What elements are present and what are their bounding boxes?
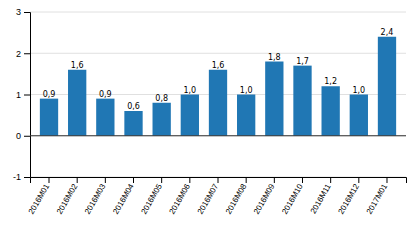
y-tick-mark (24, 95, 30, 96)
x-tick: 2016M01 (27, 177, 52, 216)
x-tick: 2016M07 (196, 177, 221, 216)
x-axis: 2016M012016M022016M032016M042016M052016M… (27, 177, 407, 216)
x-tick: 2016M03 (83, 177, 108, 216)
y-tick: -1 (13, 172, 30, 182)
x-tick-label: 2016M07 (196, 182, 221, 216)
y-tick: 3 (16, 7, 30, 17)
x-tick-label: 2016M04 (111, 182, 136, 216)
x-tick-label: 2016M01 (27, 182, 52, 216)
x-tick-label: 2016M08 (224, 182, 249, 216)
x-tick-mark (246, 177, 247, 183)
x-tick: 2016M02 (55, 177, 80, 216)
x-tick-mark (358, 177, 359, 183)
bar (350, 95, 368, 136)
zero-line (30, 135, 406, 136)
x-tick-label: 2016M10 (280, 182, 305, 216)
y-axis: -1 0 1 2 3 (13, 7, 31, 182)
x-tick-label: 2016M09 (252, 182, 277, 216)
data-label: 0,9 (99, 90, 112, 99)
data-label: 1,7 (296, 57, 309, 66)
data-label: 0,9 (43, 90, 56, 99)
x-tick: 2016M05 (139, 177, 164, 216)
y-tick-label: 0 (16, 131, 21, 141)
x-tick: 2016M12 (337, 177, 362, 216)
y-axis-line (24, 13, 31, 178)
x-tick: 2016M06 (168, 177, 193, 216)
data-label: 2,4 (381, 28, 394, 37)
bars (40, 37, 396, 136)
bar (68, 70, 86, 136)
grid-line (30, 53, 406, 54)
y-tick-mark (24, 53, 30, 54)
x-tick-mark (105, 177, 106, 183)
x-tick-mark (161, 177, 162, 183)
y-tick-label: -1 (13, 172, 21, 182)
y-tick-label: 3 (16, 7, 21, 17)
plot: -101232016M012016M022016M032016M042016M0… (13, 7, 407, 215)
data-label: 0,6 (127, 102, 140, 111)
x-tick: 2017M01 (365, 177, 390, 216)
x-tick-mark (189, 177, 190, 183)
x-tick-mark (133, 177, 134, 183)
x-tick-label: 2016M11 (309, 182, 333, 215)
x-tick: 2016M08 (224, 177, 249, 216)
data-label: 1,2 (324, 77, 337, 86)
bar (265, 62, 283, 136)
bar (153, 103, 171, 136)
grid-line (30, 135, 406, 136)
x-tick-mark (274, 177, 275, 183)
data-label: 1,6 (71, 61, 84, 70)
x-tick: 2016M11 (309, 177, 333, 215)
data-label: 1,0 (183, 86, 196, 95)
x-tick-label: 2016M03 (83, 182, 108, 216)
data-label: 0,8 (155, 94, 168, 103)
bar (293, 66, 311, 136)
x-tick-label: 2016M12 (337, 182, 362, 216)
x-tick-mark (49, 177, 50, 183)
y-tick: 2 (16, 49, 30, 59)
bar (322, 86, 340, 136)
x-tick-mark (218, 177, 219, 183)
x-tick-label: 2017M01 (365, 182, 390, 216)
x-tick-mark (386, 177, 387, 183)
x-tick: 2016M04 (111, 177, 136, 216)
x-tick: 2016M09 (252, 177, 277, 216)
bar (181, 95, 199, 136)
x-tick: 2016M10 (280, 177, 305, 216)
x-tick-label: 2016M02 (55, 182, 80, 216)
y-tick-mark (24, 12, 30, 13)
bar (237, 95, 255, 136)
bar (124, 111, 142, 136)
x-axis-line (31, 178, 407, 184)
y-tick: 0 (16, 131, 30, 141)
x-tick-label: 2016M06 (168, 182, 193, 216)
grid (30, 12, 406, 177)
y-tick-label: 2 (16, 49, 21, 59)
bar (378, 37, 396, 136)
bar (209, 70, 227, 136)
grid-line (30, 12, 406, 13)
data-labels: 0,9 1,6 0,9 0,6 0,8 1,0 1,6 1,0 1,8 1,7 1,2 1,0 2,4 (43, 28, 394, 111)
x-tick-mark (302, 177, 303, 183)
data-label: 1,0 (240, 86, 253, 95)
y-tick-mark (24, 177, 30, 178)
data-label: 1,6 (212, 61, 225, 70)
x-tick-mark (77, 177, 78, 183)
x-tick-label: 2016M05 (139, 182, 164, 216)
y-tick: 1 (16, 90, 30, 100)
data-label: 1,8 (268, 53, 281, 62)
data-label: 1,0 (352, 86, 365, 95)
y-tick-label: 1 (16, 90, 21, 100)
bar (40, 99, 58, 136)
x-tick-mark (330, 177, 331, 183)
y-tick-mark (24, 136, 30, 137)
chart: -101232016M012016M022016M032016M042016M0… (0, 0, 416, 227)
bar (96, 99, 114, 136)
